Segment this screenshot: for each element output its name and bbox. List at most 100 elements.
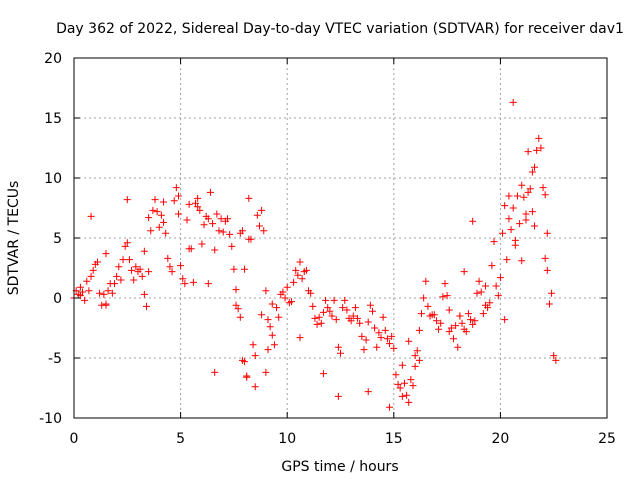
data-point (501, 202, 509, 210)
data-point (360, 346, 368, 354)
data-point (245, 194, 253, 202)
data-point (166, 263, 174, 271)
data-point (371, 324, 379, 332)
data-point (415, 356, 423, 364)
data-point (447, 324, 455, 332)
data-point (164, 254, 172, 262)
data-point (262, 368, 270, 376)
data-point (458, 319, 466, 327)
data-point (511, 241, 519, 249)
data-point (87, 212, 95, 220)
data-point (155, 223, 163, 231)
data-point (471, 317, 479, 325)
data-point (537, 144, 545, 152)
data-point (509, 98, 517, 106)
data-point (219, 228, 227, 236)
grid (74, 58, 607, 418)
data-point (194, 203, 202, 211)
data-point (83, 277, 91, 285)
data-point (411, 352, 419, 360)
data-point (479, 310, 487, 318)
data-point (249, 341, 257, 349)
data-point (262, 287, 270, 295)
data-point (364, 318, 372, 326)
data-point (516, 220, 524, 228)
data-point (266, 323, 274, 331)
data-point (123, 196, 131, 204)
data-point (545, 300, 553, 308)
x-tick-label: 0 (70, 431, 79, 447)
data-point (430, 311, 438, 319)
data-point (177, 262, 185, 270)
data-point (490, 238, 498, 246)
data-point (481, 282, 489, 290)
data-point (420, 294, 428, 302)
y-tick-label: -5 (48, 351, 62, 367)
data-point (386, 340, 394, 348)
data-point (149, 206, 157, 214)
data-point (407, 376, 415, 384)
data-point (467, 316, 475, 324)
data-point (100, 290, 108, 298)
data-point (174, 210, 182, 218)
data-point (513, 192, 521, 200)
x-axis-label: GPS time / hours (281, 459, 398, 475)
data-point (292, 266, 300, 274)
data-point (136, 265, 144, 273)
data-point (398, 361, 406, 369)
data-point (349, 312, 357, 320)
data-point (211, 368, 219, 376)
data-point (413, 347, 421, 355)
data-point (251, 352, 259, 360)
data-point (226, 230, 234, 238)
data-point (224, 215, 232, 223)
data-point (454, 343, 462, 351)
data-point (238, 356, 246, 364)
data-point (123, 239, 131, 247)
data-point (409, 382, 417, 390)
data-point (168, 268, 176, 276)
data-point (232, 301, 240, 309)
data-point (501, 316, 509, 324)
data-point (462, 328, 470, 336)
data-point (192, 199, 200, 207)
data-point (326, 307, 334, 315)
data-point (270, 341, 278, 349)
data-point (264, 346, 272, 354)
data-point (96, 289, 104, 297)
x-tick-label: 15 (385, 431, 403, 447)
data-point (364, 388, 372, 396)
data-point (358, 332, 366, 340)
data-point (381, 326, 389, 334)
y-tick-label: -10 (39, 411, 62, 427)
data-point (170, 197, 178, 205)
data-point (102, 301, 110, 309)
data-point (196, 206, 204, 214)
data-point (104, 287, 112, 295)
data-point (234, 305, 242, 313)
data-point (505, 215, 513, 223)
data-point (215, 227, 223, 235)
data-point (445, 306, 453, 314)
data-point (125, 256, 133, 264)
data-point (394, 380, 402, 388)
data-point (117, 276, 125, 284)
data-point (469, 320, 477, 328)
data-point (531, 163, 539, 171)
data-point (76, 292, 84, 300)
data-point (290, 278, 298, 286)
data-point (253, 211, 261, 219)
data-point (198, 240, 206, 248)
data-point (311, 314, 319, 322)
data-point (179, 275, 187, 283)
data-point (543, 266, 551, 274)
data-point (405, 337, 413, 345)
data-point (113, 272, 121, 280)
data-point (422, 277, 430, 285)
data-point (275, 313, 283, 321)
y-tick-label: 20 (44, 51, 62, 67)
data-point (373, 343, 381, 351)
data-point (375, 329, 383, 337)
data-point (268, 300, 276, 308)
